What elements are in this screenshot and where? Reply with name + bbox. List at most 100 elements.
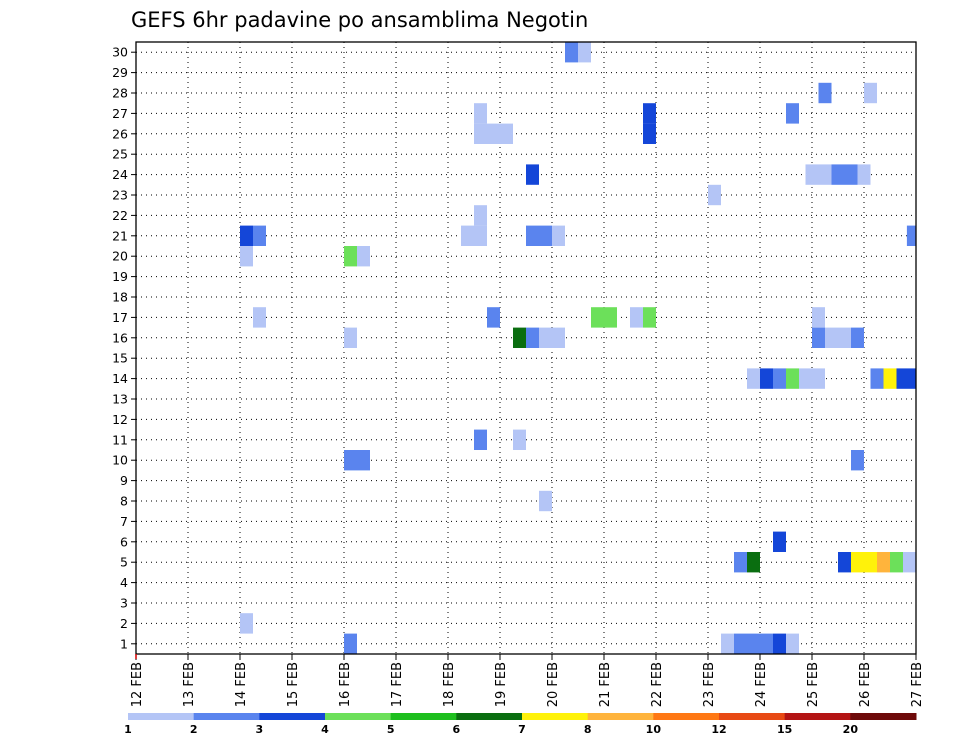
precip-cell — [240, 613, 253, 634]
precip-cell — [864, 552, 877, 573]
precip-cell — [539, 490, 552, 512]
precip-cell — [747, 552, 760, 573]
x-tick-label: 17 FEB — [390, 662, 405, 707]
y-tick-label: 3 — [120, 596, 128, 611]
y-tick-label: 14 — [112, 371, 128, 386]
precip-cell — [877, 552, 890, 573]
precip-cell — [786, 103, 799, 124]
precip-cell — [552, 327, 565, 348]
precip-cell — [344, 450, 357, 471]
precip-cell — [539, 327, 552, 348]
colorbar-swatch — [719, 713, 786, 720]
precip-cell — [526, 327, 539, 348]
precip-cell — [818, 164, 832, 185]
precip-cell — [909, 368, 916, 389]
y-tick-label: 26 — [112, 126, 128, 141]
precip-cell — [357, 246, 370, 267]
precip-cell — [799, 368, 812, 389]
precip-cell — [825, 327, 838, 348]
precip-cell — [831, 164, 845, 185]
y-tick-label: 2 — [120, 616, 128, 631]
colorbar-swatch — [653, 713, 720, 720]
y-tick-label: 13 — [112, 392, 128, 407]
precip-cell — [812, 327, 825, 348]
precip-cell — [240, 246, 253, 267]
colorbar-label: 6 — [453, 723, 461, 736]
colorbar-label: 10 — [646, 723, 662, 736]
precip-cell — [578, 42, 591, 63]
colorbar-swatch — [193, 713, 260, 720]
precip-cell — [812, 307, 825, 328]
precip-cell — [461, 225, 474, 246]
precip-cell — [487, 307, 500, 328]
precip-cell — [643, 103, 656, 124]
precip-cell — [708, 184, 721, 206]
precip-cell — [474, 429, 487, 450]
precip-cell — [760, 368, 773, 389]
x-tick-label: 18 FEB — [442, 662, 457, 707]
y-tick-label: 21 — [112, 228, 128, 243]
colorbar-label: 12 — [711, 723, 726, 736]
precip-cell — [734, 633, 747, 654]
y-tick-label: 8 — [120, 494, 128, 509]
colorbar-label: 4 — [321, 723, 329, 736]
precip-cell — [513, 429, 526, 450]
colorbar-swatch — [850, 713, 917, 720]
precip-cell — [591, 307, 604, 328]
plot-frame — [135, 41, 917, 655]
precip-cell — [253, 225, 266, 246]
colorbar-swatch — [784, 713, 851, 720]
x-tick-label: 15 FEB — [286, 662, 301, 707]
colorbar-label: 15 — [777, 723, 792, 736]
y-tick-label: 22 — [112, 208, 128, 223]
x-tick-label: 27 FEB — [910, 662, 925, 707]
precip-cell — [851, 552, 864, 573]
precip-cell — [883, 368, 897, 389]
y-tick-label: 5 — [120, 555, 128, 570]
precip-cell — [513, 327, 526, 348]
y-tick-label: 4 — [120, 575, 128, 590]
precip-cell — [903, 552, 916, 573]
y-tick-label: 19 — [112, 269, 128, 284]
precip-cell — [344, 246, 357, 267]
precip-cell — [526, 225, 539, 246]
colorbar-label: 8 — [584, 723, 592, 736]
precip-cell — [870, 368, 884, 389]
colorbar-swatch — [587, 713, 654, 720]
precip-cell — [344, 327, 357, 348]
precip-cell — [474, 103, 487, 124]
precip-cell — [851, 450, 864, 471]
x-tick-label: 25 FEB — [806, 662, 821, 707]
precip-cell — [734, 552, 747, 573]
y-tick-label: 20 — [112, 249, 128, 264]
y-tick-label: 30 — [112, 45, 128, 60]
y-tick-label: 24 — [112, 167, 128, 182]
y-tick-label: 10 — [112, 453, 128, 468]
y-tick-label: 9 — [120, 473, 128, 488]
precip-cell — [474, 225, 487, 246]
precip-cell — [896, 368, 910, 389]
x-tick-label: 13 FEB — [182, 662, 197, 707]
x-axis-date-labels: 12 FEB 13 FEB 14 FEB 15 FEB 16 FEB 17 FEB 18 F… — [130, 654, 925, 707]
precip-cell — [851, 327, 864, 348]
precip-cell — [760, 633, 773, 654]
x-tick-label: 20 FEB — [546, 662, 561, 707]
precip-cell — [838, 552, 851, 573]
precip-cell — [773, 531, 786, 552]
y-tick-label: 27 — [112, 106, 128, 121]
precipitation-cells — [240, 42, 916, 654]
colorbar-label: 1 — [124, 723, 132, 736]
precip-cell — [721, 633, 734, 654]
colorbar-swatch — [522, 713, 589, 720]
y-tick-label: 1 — [120, 636, 128, 651]
colorbar-swatch — [128, 713, 195, 720]
x-tick-label: 22 FEB — [650, 662, 665, 707]
precip-cell — [805, 164, 819, 185]
precip-cell — [487, 123, 500, 144]
precip-cell — [357, 450, 370, 471]
x-tick-label: 14 FEB — [234, 662, 249, 707]
y-tick-label: 12 — [112, 412, 128, 427]
y-tick-label: 28 — [112, 86, 128, 101]
precip-cell — [890, 552, 903, 573]
